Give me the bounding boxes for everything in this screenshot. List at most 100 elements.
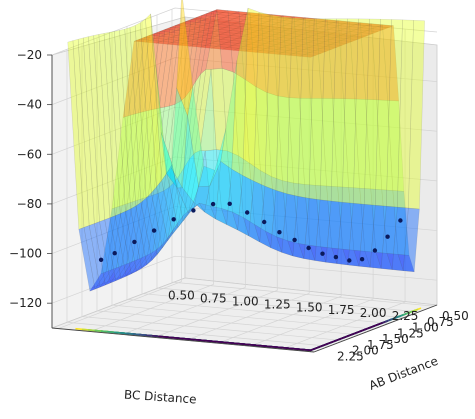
surface-patch: [220, 60, 238, 170]
surface-patch: [304, 184, 321, 248]
surface-patch: [304, 47, 321, 51]
surface-patch: [228, 13, 245, 17]
surface-patch: [340, 38, 358, 42]
surface-patch: [229, 18, 246, 22]
surface-patch: [298, 243, 316, 261]
surface-patch: [191, 22, 208, 26]
contour-line: [158, 322, 383, 352]
surface-patch: [213, 19, 230, 23]
trajectory-points: [98, 201, 403, 263]
surface-patch: [165, 167, 183, 189]
surface-patch: [408, 20, 425, 210]
surface-patch: [203, 28, 220, 32]
surface-patch: [254, 40, 271, 44]
surface-patch: [258, 33, 275, 37]
surface-patch: [245, 17, 262, 21]
surface-patch: [200, 9, 218, 75]
surface-patch: [372, 26, 389, 30]
surface-patch: [299, 17, 317, 21]
surface-patch: [170, 30, 188, 34]
surface-patch: [281, 40, 298, 44]
surface-patch: [237, 41, 255, 45]
surface-patch: [276, 42, 293, 46]
surface-patch: [250, 15, 267, 19]
z-grid-line: [51, 255, 438, 304]
surface-patch: [337, 186, 355, 251]
surface-patch: [67, 40, 85, 230]
surface-patch: [276, 47, 294, 51]
y-tick-label: 0.75: [427, 315, 454, 329]
surface-patch: [275, 37, 292, 41]
y-tick-label: 1.00: [412, 321, 439, 335]
x-tick-label: 1.50: [296, 300, 323, 314]
surface-patch: [151, 186, 168, 249]
surface-patch: [252, 30, 270, 34]
trajectory-point: [245, 210, 250, 215]
surface-patch: [159, 29, 177, 33]
surface-patch: [313, 33, 330, 37]
surface-patch: [199, 69, 217, 152]
surface-patch: [303, 198, 321, 261]
surface-patch: [220, 37, 238, 41]
surface-patch: [397, 254, 415, 273]
surface-patch: [287, 48, 305, 52]
y-tick-label: 1.25: [397, 326, 424, 340]
surface-patch: [177, 38, 194, 42]
surface-patch: [167, 214, 184, 241]
surface-patch: [281, 45, 299, 49]
y-axis-line: [313, 304, 438, 353]
surface-patch: [240, 24, 258, 28]
y-grid-line: [81, 43, 345, 341]
surface-patch: [104, 265, 123, 286]
trajectory-point: [262, 219, 267, 225]
surface-patch: [285, 33, 303, 37]
surface-patch: [162, 175, 180, 244]
surface-patch: [355, 22, 372, 26]
surface-patch: [349, 24, 367, 28]
surface-patch: [293, 16, 311, 99]
surface-patch: [178, 152, 196, 222]
surface-patch: [169, 21, 187, 107]
surface-patch: [274, 27, 291, 31]
surface-patch: [249, 47, 266, 51]
surface-patch: [135, 202, 153, 266]
surface-patch: [221, 42, 238, 46]
surface-patch: [259, 185, 277, 249]
surface-patch: [232, 71, 250, 164]
x-tick-label: 1.25: [264, 297, 291, 311]
surface-patch: [207, 16, 224, 20]
z-grid-line: [51, 57, 438, 105]
z-grid-line: [51, 206, 438, 254]
y-tick-label: 0.50: [442, 309, 469, 323]
surface-patch: [143, 31, 161, 112]
surface-patch: [294, 19, 312, 23]
surface-patch: [185, 19, 203, 23]
surface-patch: [347, 203, 365, 267]
surface-patch: [299, 98, 316, 186]
surface-patch: [266, 51, 283, 55]
surface-patch: [307, 35, 325, 39]
surface-patch: [147, 106, 165, 197]
surface-patch: [207, 21, 225, 25]
surface-patch: [319, 18, 337, 202]
trajectory-point: [132, 239, 137, 245]
surface-patch: [221, 68, 239, 157]
surface-patch: [93, 34, 111, 221]
surface-patch: [327, 22, 345, 26]
surface-patch: [272, 17, 290, 21]
surface-patch: [319, 41, 336, 45]
surface-patch: [199, 40, 216, 44]
trajectory-point: [277, 230, 282, 235]
surface-patch: [145, 192, 163, 255]
surface-patch: [251, 20, 268, 24]
surface-patch: [210, 41, 227, 45]
surface-patch: [315, 48, 332, 52]
x-tick-label: 1.75: [328, 303, 355, 317]
surface-patch: [233, 48, 250, 52]
surface-patch: [355, 27, 373, 31]
surface-patch: [293, 182, 310, 246]
y-grid-line: [111, 32, 375, 330]
surface-patch: [392, 190, 410, 256]
surface-patch: [229, 23, 247, 27]
surface-patch: [386, 253, 404, 271]
